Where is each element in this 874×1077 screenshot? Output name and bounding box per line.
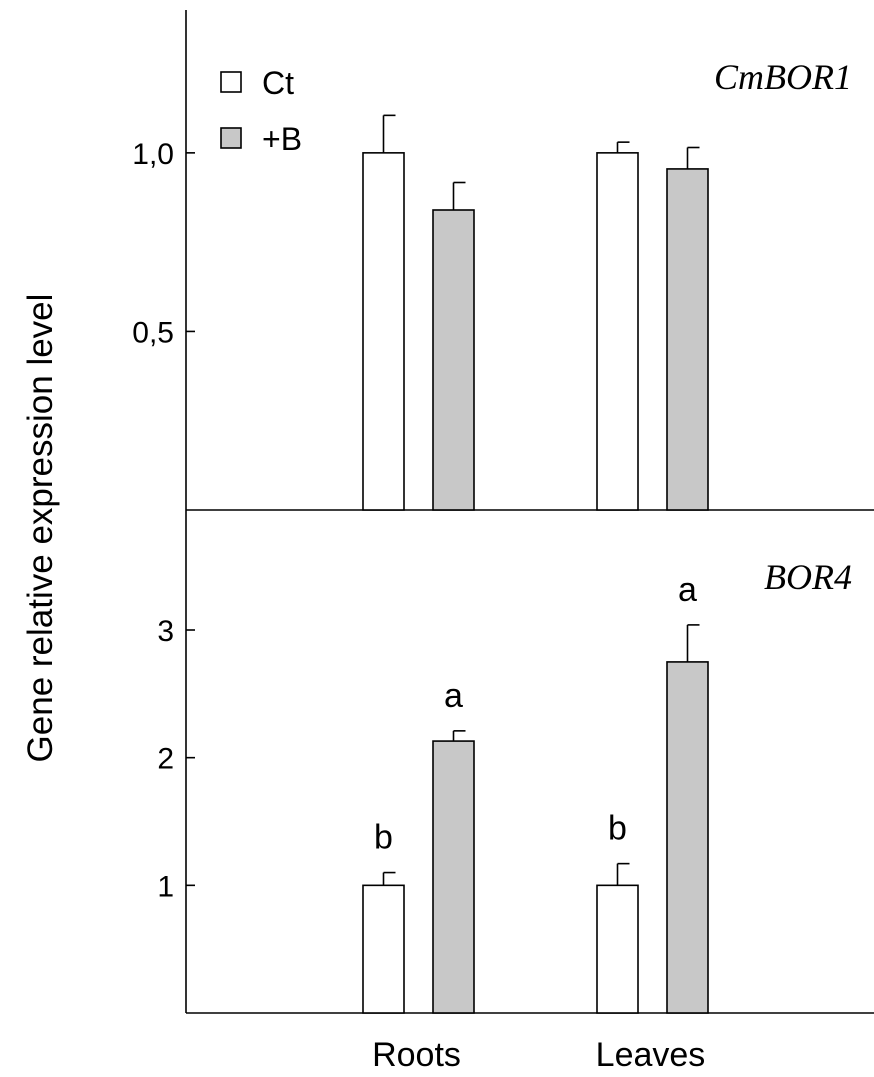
legend-swatch-ct bbox=[220, 71, 242, 93]
panel-title: BOR4 bbox=[764, 557, 852, 597]
legend-label: Ct bbox=[262, 65, 294, 101]
significance-label: a bbox=[444, 677, 463, 715]
bar-roots-ct bbox=[362, 152, 405, 511]
significance-label: b bbox=[608, 810, 627, 848]
y-tick-label: 3 bbox=[157, 615, 174, 648]
y-tick-label: 1,0 bbox=[132, 138, 174, 171]
y-tick-label: 0,5 bbox=[132, 316, 174, 349]
bar-roots-ct bbox=[362, 884, 405, 1014]
bar-roots-plus-b bbox=[432, 740, 475, 1014]
panel-title: CmBOR1 bbox=[714, 57, 852, 97]
bar-roots-plus-b bbox=[432, 209, 475, 511]
significance-label: a bbox=[678, 571, 697, 609]
x-category-label: Roots bbox=[372, 1036, 461, 1072]
bar-leaves-plus-b bbox=[666, 168, 709, 511]
significance-label: b bbox=[374, 819, 393, 857]
bar-leaves-ct bbox=[596, 152, 639, 511]
y-tick-label: 2 bbox=[157, 743, 174, 776]
bar-leaves-ct bbox=[596, 884, 639, 1014]
y-tick-label: 1 bbox=[157, 870, 174, 903]
legend-swatch-plus-b bbox=[220, 127, 242, 149]
bar-leaves-plus-b bbox=[666, 661, 709, 1014]
y-axis-label: Gene relative expression level bbox=[21, 294, 60, 763]
x-category-label: Leaves bbox=[596, 1036, 706, 1072]
legend-label: +B bbox=[262, 121, 302, 157]
